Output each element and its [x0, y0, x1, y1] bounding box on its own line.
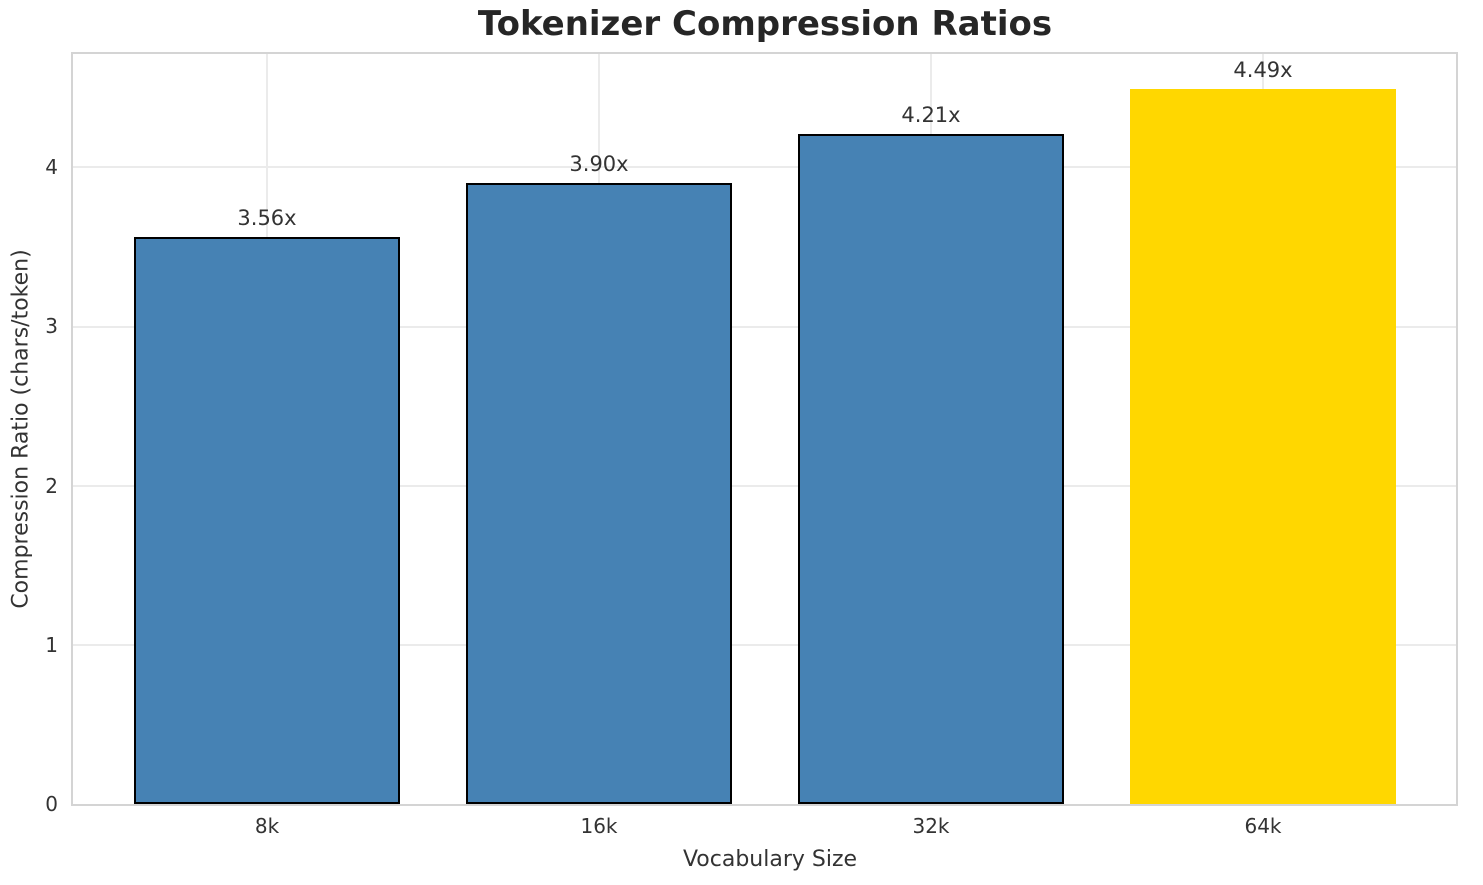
h-gridline: [73, 166, 1456, 169]
bar-32k: [798, 133, 1064, 804]
y-tick-label: 3: [45, 314, 58, 339]
h-gridline: [73, 325, 1456, 328]
x-tick-label: 64k: [1244, 814, 1282, 838]
h-gridline: [73, 643, 1456, 646]
x-axis-label: Vocabulary Size: [682, 847, 858, 872]
y-tick-label: 1: [45, 632, 58, 657]
x-tick-label: 16k: [580, 814, 618, 838]
bar-value-label: 3.90x: [569, 152, 629, 177]
x-tick-label: 32k: [912, 814, 950, 838]
bar-16k: [466, 183, 732, 804]
y-tick-label: 4: [45, 155, 58, 180]
y-tick-label: 2: [45, 473, 58, 498]
bar-8k: [134, 237, 400, 804]
plot-area: 3.56x 3.90x 4.21x 4.49x: [71, 52, 1458, 806]
y-axis-label: Compression Ratio (chars/token): [8, 249, 34, 609]
chart-title: Tokenizer Compression Ratios: [477, 4, 1053, 44]
bar-value-label: 4.49x: [1233, 58, 1293, 83]
bar-value-label: 4.21x: [901, 102, 961, 127]
x-tick-label: 8k: [254, 814, 280, 838]
h-gridline: [73, 484, 1456, 487]
y-tick-label: 0: [45, 792, 58, 816]
bar-value-label: 3.56x: [237, 206, 297, 231]
bar-64k: [1130, 89, 1396, 804]
